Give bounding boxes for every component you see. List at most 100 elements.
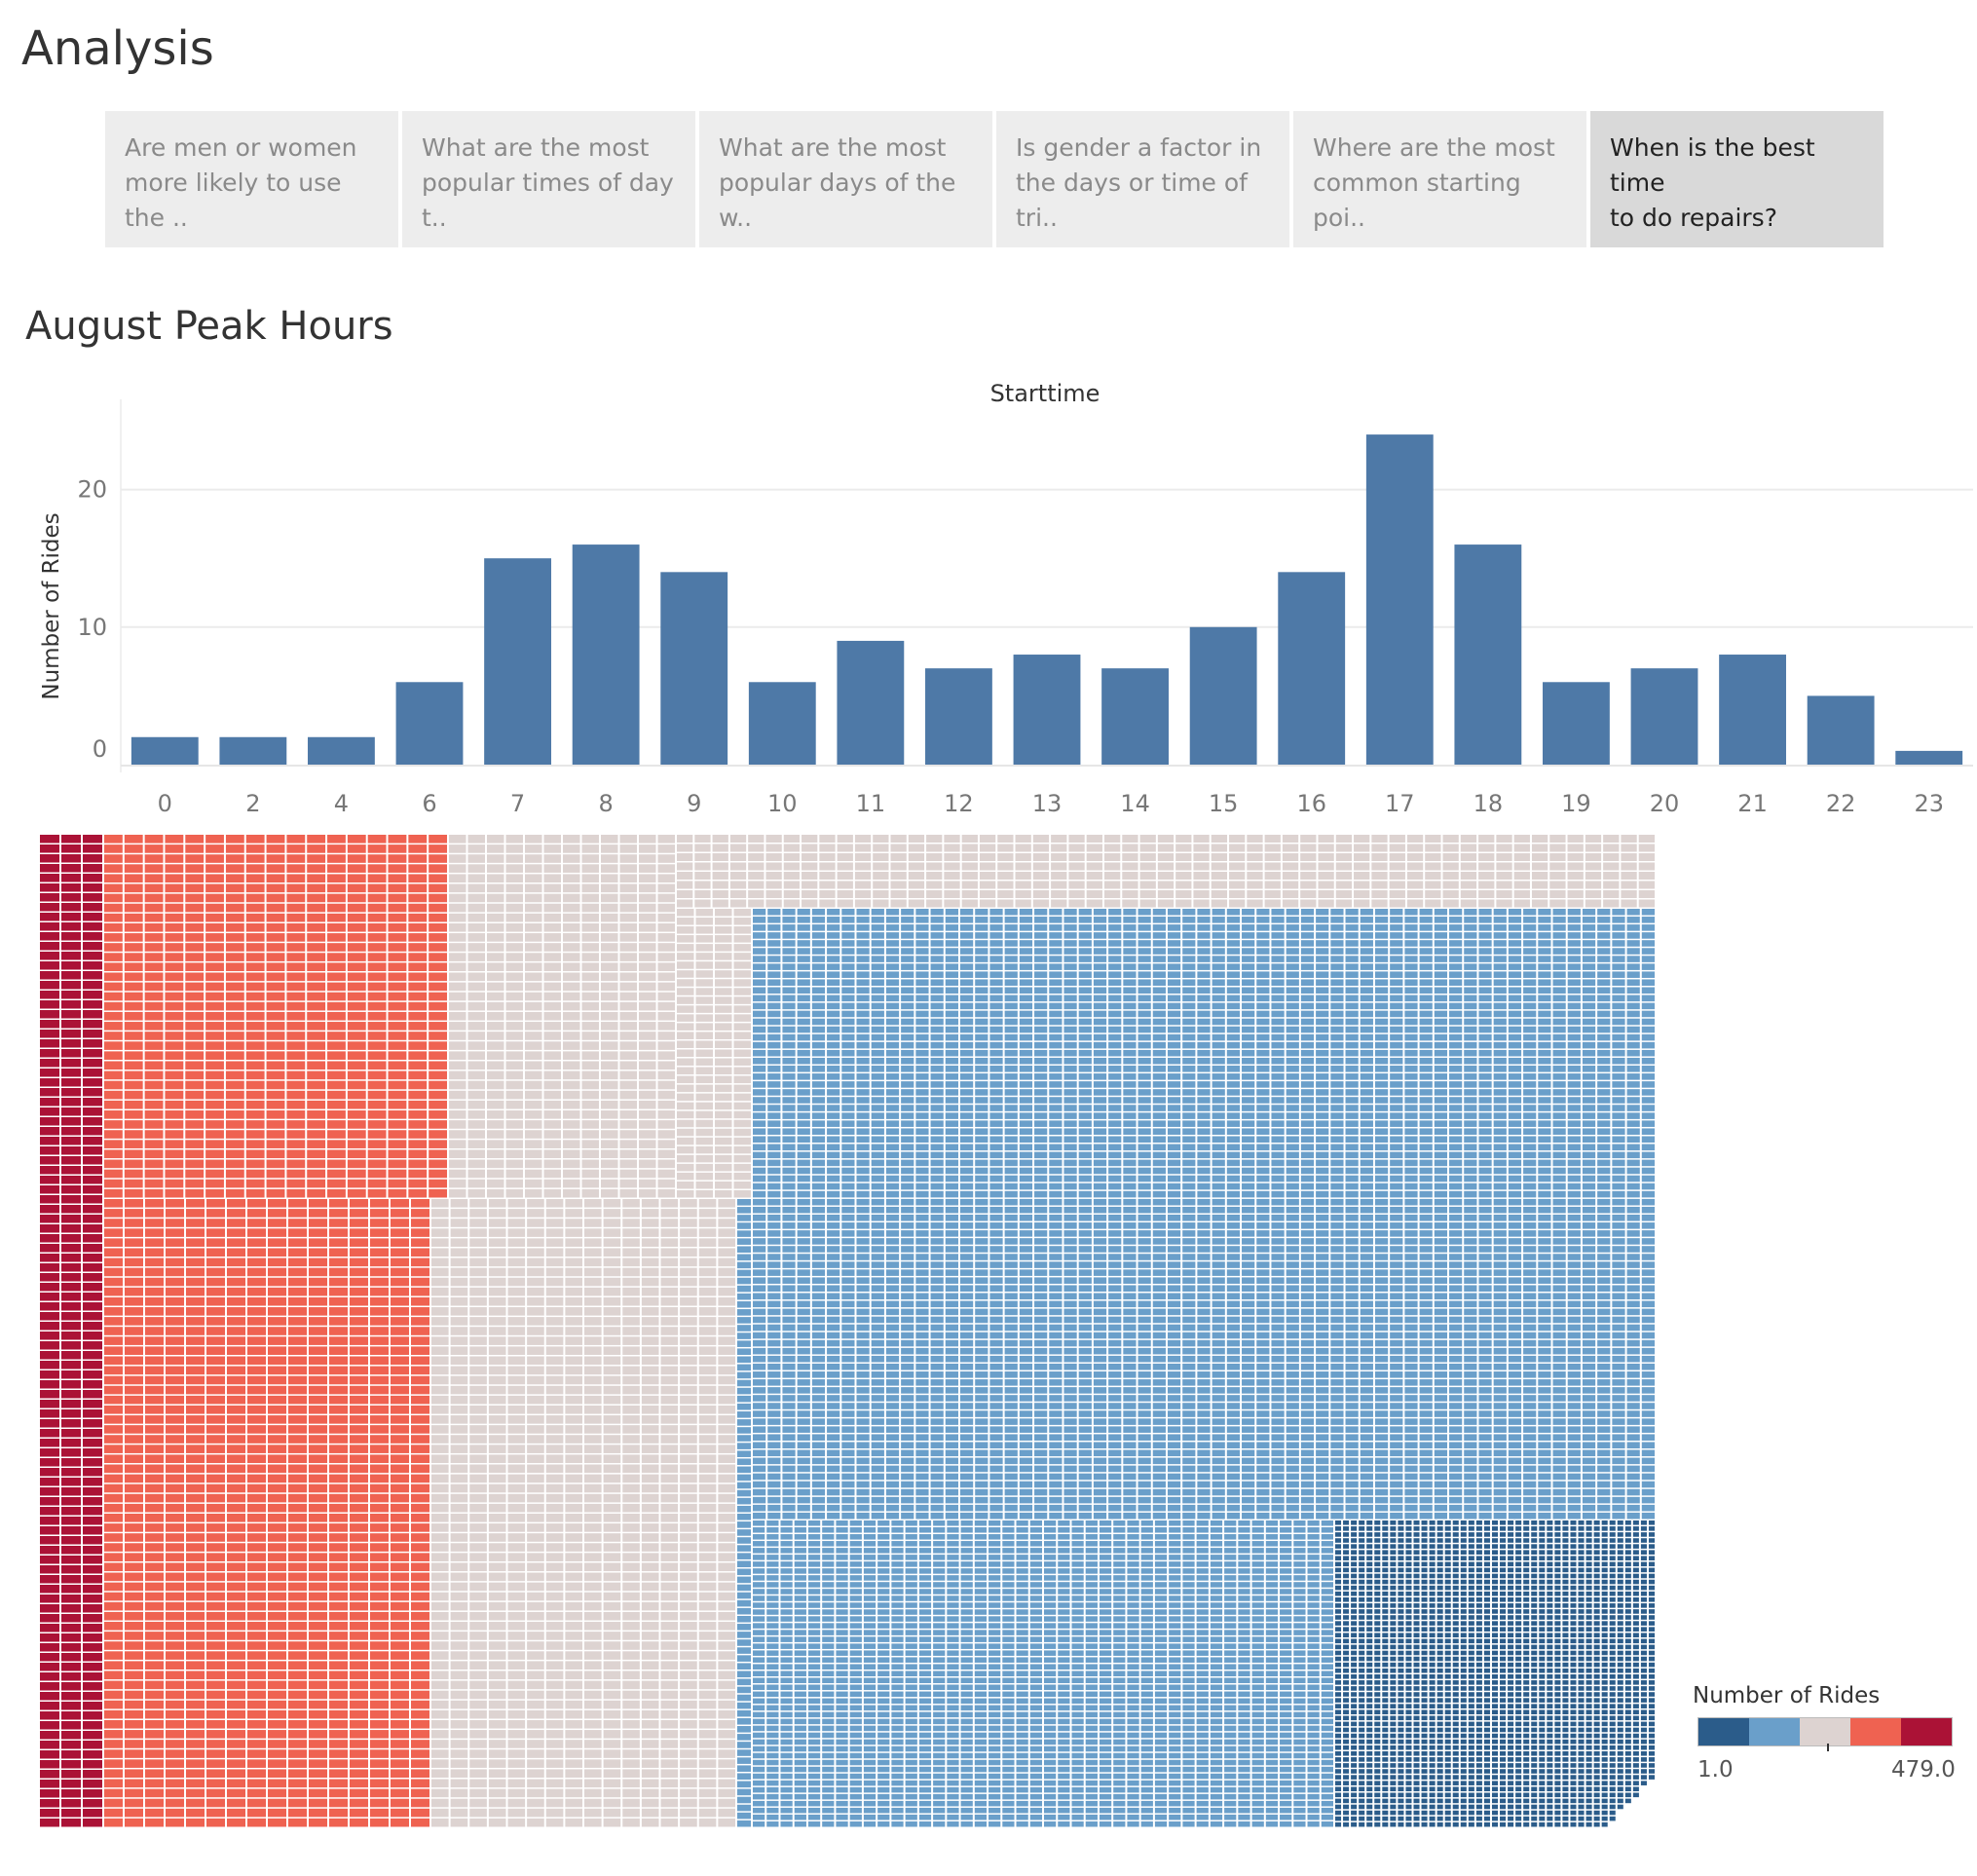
- treemap-tile[interactable]: [40, 952, 59, 960]
- treemap-tile[interactable]: [901, 1010, 914, 1018]
- treemap-tile[interactable]: [431, 1709, 449, 1719]
- treemap-tile[interactable]: [145, 1445, 164, 1453]
- treemap-tile[interactable]: [449, 835, 466, 844]
- treemap-tile[interactable]: [782, 963, 796, 970]
- treemap-tile[interactable]: [680, 1709, 697, 1719]
- treemap-tile[interactable]: [837, 862, 853, 871]
- treemap-tile[interactable]: [698, 1257, 717, 1267]
- treemap-tile[interactable]: [40, 1487, 59, 1496]
- treemap-tile[interactable]: [901, 979, 914, 987]
- treemap-tile[interactable]: [856, 1167, 870, 1175]
- treemap-tile[interactable]: [565, 1375, 582, 1385]
- treemap-tile[interactable]: [206, 1375, 225, 1385]
- treemap-tile[interactable]: [811, 1254, 826, 1260]
- treemap-tile[interactable]: [915, 1010, 929, 1018]
- treemap-tile[interactable]: [408, 922, 428, 932]
- treemap-tile[interactable]: [505, 1100, 524, 1109]
- treemap-tile[interactable]: [350, 1670, 368, 1680]
- treemap-tile[interactable]: [856, 1026, 870, 1033]
- treemap-tile[interactable]: [639, 1169, 656, 1179]
- treemap-tile[interactable]: [370, 1553, 389, 1561]
- treemap-tile[interactable]: [525, 962, 542, 972]
- treemap-tile[interactable]: [227, 1533, 245, 1542]
- treemap-tile[interactable]: [837, 853, 853, 861]
- treemap-tile[interactable]: [125, 1257, 143, 1267]
- treemap-tile[interactable]: [660, 1385, 679, 1395]
- treemap-tile[interactable]: [584, 1317, 602, 1326]
- treemap-tile[interactable]: [327, 922, 346, 932]
- treemap-tile[interactable]: [104, 1022, 123, 1031]
- treemap-tile[interactable]: [40, 1293, 59, 1301]
- treemap-tile[interactable]: [660, 1709, 679, 1719]
- treemap-tile[interactable]: [622, 1818, 640, 1827]
- treemap-tile[interactable]: [288, 1503, 307, 1513]
- treemap-tile[interactable]: [507, 1670, 526, 1680]
- treemap-tile[interactable]: [104, 1582, 123, 1592]
- treemap-tile[interactable]: [268, 1533, 286, 1542]
- treemap-tile[interactable]: [885, 917, 900, 923]
- treemap-tile[interactable]: [1300, 844, 1317, 852]
- treemap-tile[interactable]: [811, 994, 826, 1002]
- treemap-tile[interactable]: [856, 1426, 870, 1433]
- treemap-tile[interactable]: [733, 1084, 752, 1093]
- treemap-tile[interactable]: [227, 1719, 245, 1729]
- treemap-tile[interactable]: [718, 1209, 735, 1218]
- treemap-tile[interactable]: [40, 1400, 59, 1408]
- treemap-tile[interactable]: [411, 1700, 429, 1709]
- treemap-tile[interactable]: [61, 1789, 81, 1798]
- treemap-tile[interactable]: [370, 1798, 389, 1808]
- treemap-tile[interactable]: [450, 1445, 468, 1453]
- treemap-tile[interactable]: [206, 1719, 225, 1729]
- treemap-tile[interactable]: [206, 1405, 225, 1414]
- treemap-tile[interactable]: [347, 913, 366, 922]
- treemap-tile[interactable]: [309, 1572, 327, 1582]
- treemap-tile[interactable]: [527, 1474, 544, 1483]
- treemap-tile[interactable]: [40, 1137, 59, 1145]
- treemap-tile[interactable]: [908, 890, 925, 898]
- treemap-tile[interactable]: [347, 874, 366, 883]
- treemap-tile[interactable]: [885, 1371, 900, 1378]
- treemap-tile[interactable]: [370, 1346, 389, 1355]
- treemap-tile[interactable]: [584, 1199, 602, 1208]
- treemap-tile[interactable]: [885, 1167, 900, 1175]
- treemap-tile[interactable]: [165, 1080, 184, 1090]
- treemap-tile[interactable]: [527, 1277, 544, 1287]
- treemap-tile[interactable]: [165, 864, 184, 873]
- treemap-tile[interactable]: [915, 1081, 929, 1088]
- treemap-tile[interactable]: [841, 1182, 855, 1190]
- treemap-tile[interactable]: [125, 1483, 143, 1493]
- treemap-tile[interactable]: [429, 1120, 447, 1129]
- treemap-tile[interactable]: [488, 1307, 506, 1316]
- treemap-tile[interactable]: [245, 1070, 265, 1080]
- treemap-tile[interactable]: [40, 1283, 59, 1292]
- treemap-tile[interactable]: [245, 874, 265, 883]
- treemap-tile[interactable]: [408, 1070, 428, 1080]
- treemap-tile[interactable]: [660, 1553, 679, 1561]
- treemap-tile[interactable]: [124, 1041, 143, 1050]
- treemap-tile[interactable]: [329, 1514, 348, 1522]
- treemap-tile[interactable]: [639, 1022, 656, 1031]
- treemap-tile[interactable]: [543, 903, 562, 913]
- treemap-tile[interactable]: [563, 962, 580, 972]
- treemap-tile[interactable]: [391, 1267, 409, 1277]
- treemap-tile[interactable]: [206, 1395, 225, 1405]
- treemap-tile[interactable]: [505, 933, 524, 942]
- treemap-tile[interactable]: [753, 987, 766, 994]
- treemap-tile[interactable]: [1122, 853, 1138, 861]
- treemap-tile[interactable]: [1086, 853, 1102, 861]
- treemap-tile[interactable]: [563, 1022, 580, 1031]
- treemap-tile[interactable]: [370, 1483, 389, 1493]
- treemap-tile[interactable]: [871, 1026, 884, 1033]
- treemap-tile[interactable]: [268, 1454, 286, 1464]
- treemap-tile[interactable]: [718, 1277, 735, 1287]
- treemap-tile[interactable]: [1282, 881, 1299, 889]
- treemap-tile[interactable]: [797, 1473, 810, 1481]
- treemap-tile[interactable]: [391, 1651, 409, 1660]
- treemap-tile[interactable]: [767, 1089, 781, 1096]
- treemap-tile[interactable]: [166, 1267, 184, 1277]
- treemap-tile[interactable]: [186, 1483, 205, 1493]
- treemap-tile[interactable]: [767, 963, 781, 970]
- treemap-tile[interactable]: [797, 1097, 810, 1104]
- treemap-tile[interactable]: [733, 1181, 752, 1189]
- treemap-tile[interactable]: [782, 1285, 796, 1293]
